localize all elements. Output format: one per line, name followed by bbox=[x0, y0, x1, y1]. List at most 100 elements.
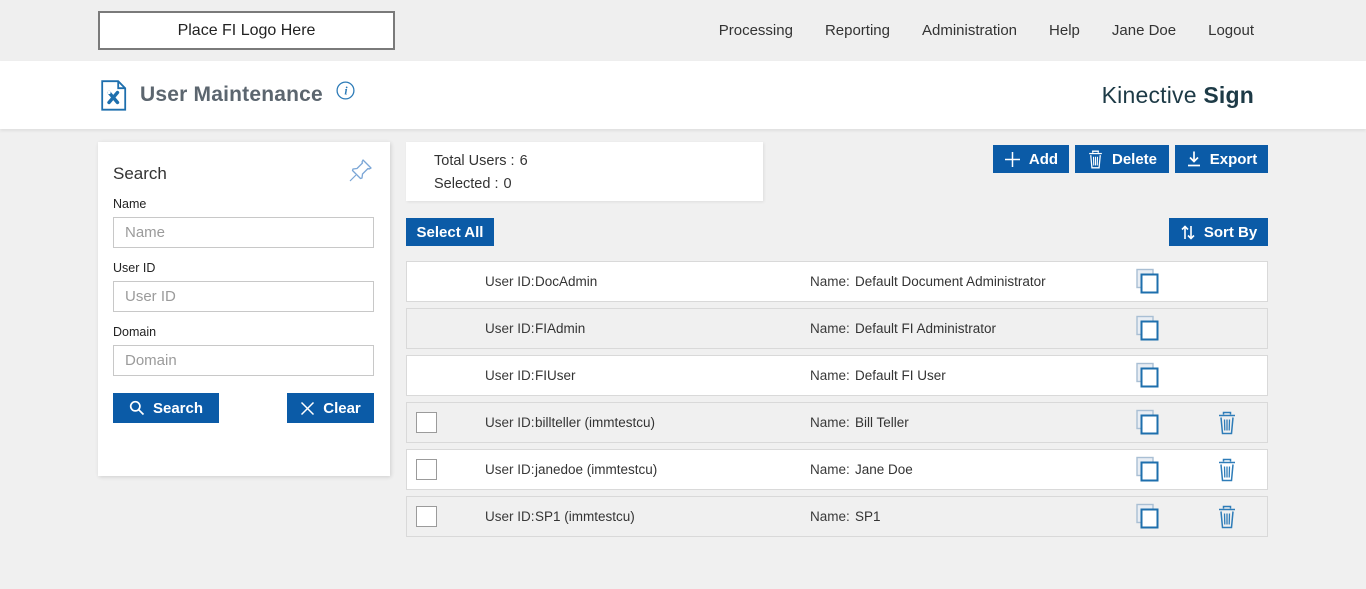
fi-logo-placeholder: Place FI Logo Here bbox=[98, 11, 395, 50]
copy-icon bbox=[1135, 456, 1160, 483]
user-id-cell-label: User ID: bbox=[485, 321, 535, 336]
total-users-value: 6 bbox=[519, 153, 528, 169]
user-name-value: Jane Doe bbox=[855, 462, 913, 477]
user-id-cell-label: User ID: bbox=[485, 274, 535, 289]
delete-user-button[interactable] bbox=[1187, 450, 1267, 489]
user-name-cell-label: Name: bbox=[810, 509, 850, 524]
user-name-value: Default FI User bbox=[855, 368, 946, 383]
sort-by-button[interactable]: Sort By bbox=[1169, 218, 1268, 246]
page-title: User Maintenance bbox=[140, 83, 323, 106]
user-id-cell-label: User ID: bbox=[485, 368, 535, 383]
copy-user-button[interactable] bbox=[1107, 262, 1187, 301]
user-checkbox[interactable] bbox=[416, 506, 437, 527]
user-row: User ID: FIUser Name: Default FI User bbox=[406, 355, 1268, 396]
user-id-cell-label: User ID: bbox=[485, 509, 535, 524]
clear-button[interactable]: Clear bbox=[287, 393, 374, 423]
search-button[interactable]: Search bbox=[113, 393, 219, 423]
row-trash-icon bbox=[1217, 411, 1237, 435]
brand-logo: Kinective Sign bbox=[1102, 82, 1254, 109]
search-panel-title: Search bbox=[113, 164, 167, 183]
user-count-card: Total Users :6 Selected :0 bbox=[406, 142, 763, 201]
export-button[interactable]: Export bbox=[1175, 145, 1268, 173]
user-id-value: janedoe (immtestcu) bbox=[535, 462, 658, 477]
nav-administration[interactable]: Administration bbox=[921, 22, 1018, 39]
user-id-value: SP1 (immtestcu) bbox=[535, 509, 635, 524]
user-row: User ID: DocAdmin Name: Default Document… bbox=[406, 261, 1268, 302]
export-button-label: Export bbox=[1209, 150, 1258, 168]
domain-field-label: Domain bbox=[113, 325, 157, 339]
clear-x-icon bbox=[300, 401, 315, 416]
nav-processing[interactable]: Processing bbox=[718, 22, 793, 39]
user-id-value: DocAdmin bbox=[535, 274, 598, 289]
user-row: User ID: FIAdmin Name: Default FI Admini… bbox=[406, 308, 1268, 349]
user-row: User ID: billteller (immtestcu) Name: Bi… bbox=[406, 402, 1268, 443]
user-name-value: Default FI Administrator bbox=[855, 321, 997, 336]
copy-icon bbox=[1135, 315, 1160, 342]
fi-logo-text: Place FI Logo Here bbox=[177, 21, 316, 39]
user-name-cell-label: Name: bbox=[810, 274, 850, 289]
add-button[interactable]: Add bbox=[993, 145, 1069, 173]
top-navigation: Processing Reporting Administration Help… bbox=[719, 22, 1254, 39]
download-icon bbox=[1186, 150, 1202, 168]
row-trash-icon bbox=[1217, 505, 1237, 529]
selected-label: Selected : bbox=[434, 176, 499, 192]
user-maintenance-icon bbox=[100, 79, 127, 111]
user-name-value: Bill Teller bbox=[855, 415, 909, 430]
domain-input[interactable] bbox=[113, 345, 374, 376]
delete-user-button[interactable] bbox=[1187, 403, 1267, 442]
user-id-input[interactable] bbox=[113, 281, 374, 312]
copy-icon bbox=[1135, 409, 1160, 436]
svg-text:i: i bbox=[344, 85, 348, 97]
trash-icon bbox=[1087, 150, 1104, 169]
user-name-cell-label: Name: bbox=[810, 368, 850, 383]
nav-help[interactable]: Help bbox=[1049, 22, 1080, 39]
nav-reporting[interactable]: Reporting bbox=[824, 22, 890, 39]
user-checkbox[interactable] bbox=[416, 412, 437, 433]
clear-button-label: Clear bbox=[323, 399, 361, 417]
search-panel: Search Name User ID Domain bbox=[98, 142, 390, 476]
copy-user-button[interactable] bbox=[1107, 309, 1187, 348]
user-name-cell-label: Name: bbox=[810, 462, 850, 477]
user-maintenance-main: Total Users :6 Selected :0 Add bbox=[406, 142, 1268, 543]
user-id-cell-label: User ID: bbox=[485, 462, 535, 477]
user-list: User ID: DocAdmin Name: Default Document… bbox=[406, 261, 1268, 537]
info-icon[interactable]: i bbox=[336, 80, 355, 100]
add-button-label: Add bbox=[1028, 150, 1059, 168]
copy-user-button[interactable] bbox=[1107, 497, 1187, 536]
user-name-value: Default Document Administrator bbox=[855, 274, 1046, 289]
user-name-cell-label: Name: bbox=[810, 415, 850, 430]
user-row: User ID: SP1 (immtestcu) Name: SP1 bbox=[406, 496, 1268, 537]
user-id-value: billteller (immtestcu) bbox=[535, 415, 656, 430]
user-id-value: FIUser bbox=[535, 368, 576, 383]
copy-icon bbox=[1135, 268, 1160, 295]
name-input[interactable] bbox=[113, 217, 374, 248]
row-trash-icon bbox=[1217, 458, 1237, 482]
nav-current-user[interactable]: Jane Doe bbox=[1111, 22, 1177, 39]
user-name-cell-label: Name: bbox=[810, 321, 850, 336]
plus-icon bbox=[1004, 151, 1021, 168]
name-field-label: Name bbox=[113, 197, 147, 211]
copy-icon bbox=[1135, 362, 1160, 389]
delete-button[interactable]: Delete bbox=[1075, 145, 1169, 173]
sort-arrows-icon bbox=[1180, 224, 1196, 241]
copy-user-button[interactable] bbox=[1107, 403, 1187, 442]
title-bar: User Maintenance i Kinective Sign bbox=[0, 61, 1366, 129]
search-icon bbox=[129, 400, 145, 416]
user-checkbox[interactable] bbox=[416, 459, 437, 480]
select-all-button-label: Select All bbox=[416, 223, 484, 241]
pin-icon[interactable] bbox=[348, 157, 374, 183]
select-all-button[interactable]: Select All bbox=[406, 218, 494, 246]
user-row: User ID: janedoe (immtestcu) Name: Jane … bbox=[406, 449, 1268, 490]
total-users-label: Total Users : bbox=[434, 153, 515, 169]
user-id-cell-label: User ID: bbox=[485, 415, 535, 430]
search-button-label: Search bbox=[152, 399, 204, 417]
selected-value: 0 bbox=[503, 176, 512, 192]
copy-icon bbox=[1135, 503, 1160, 530]
copy-user-button[interactable] bbox=[1107, 450, 1187, 489]
user-id-field-label: User ID bbox=[113, 261, 156, 275]
copy-user-button[interactable] bbox=[1107, 356, 1187, 395]
delete-user-button[interactable] bbox=[1187, 497, 1267, 536]
sort-by-button-label: Sort By bbox=[1203, 223, 1258, 241]
nav-logout[interactable]: Logout bbox=[1208, 22, 1254, 39]
delete-button-label: Delete bbox=[1111, 150, 1158, 168]
